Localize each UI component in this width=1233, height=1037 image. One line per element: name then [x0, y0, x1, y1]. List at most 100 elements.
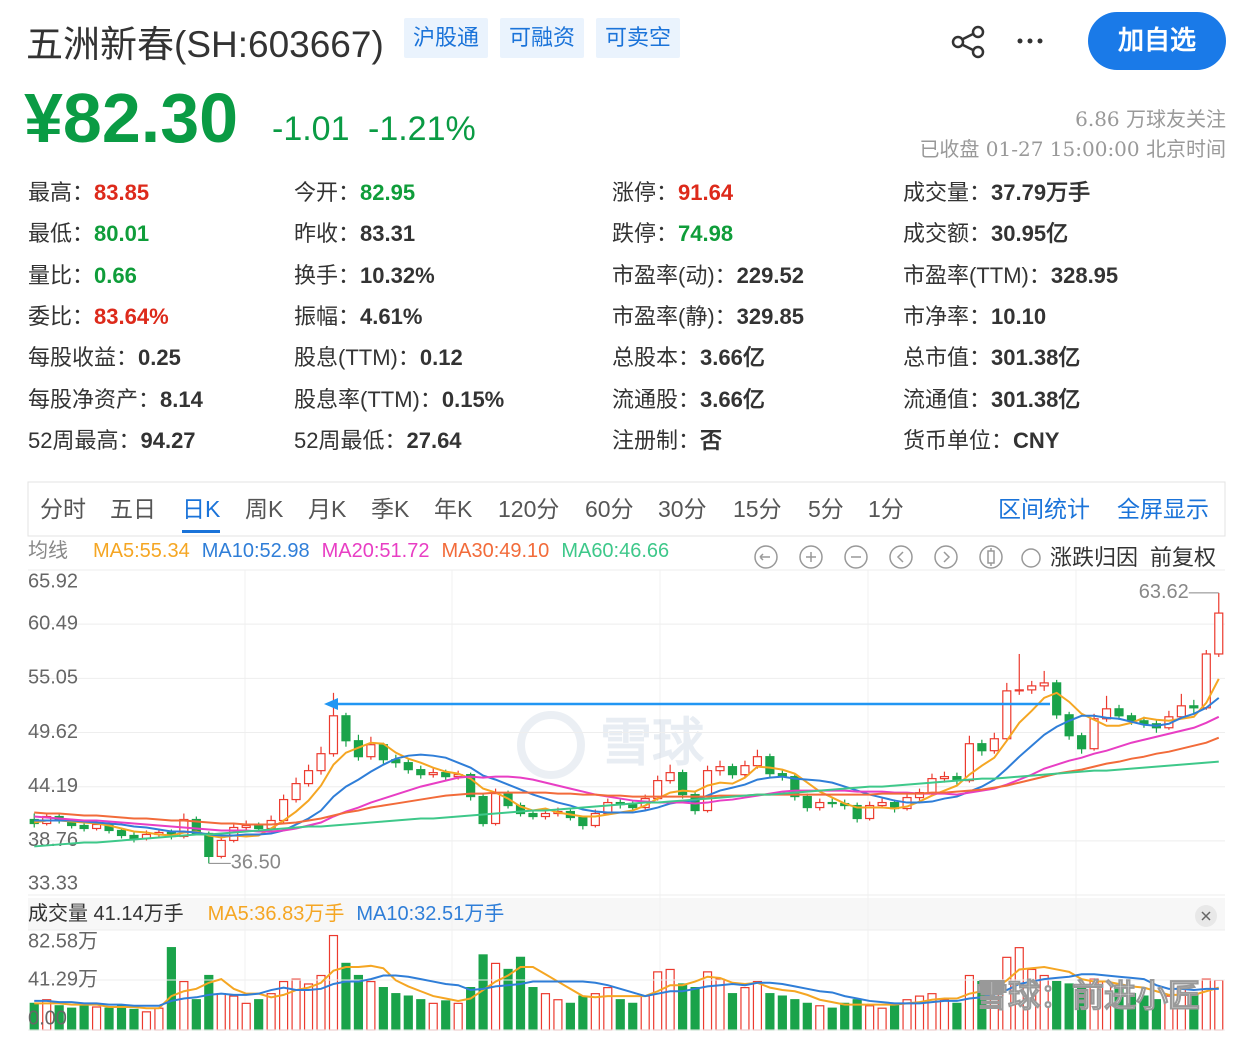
- candle-body: [328, 715, 339, 755]
- stat-value: 10.32%: [360, 262, 435, 288]
- tag[interactable]: 可卖空: [596, 18, 681, 58]
- candle-body: [116, 829, 127, 837]
- stat-label: 换手：: [294, 262, 361, 288]
- tab[interactable]: 周K: [245, 496, 284, 522]
- candle-body: [865, 804, 875, 820]
- stat-label: 注册制：: [612, 427, 701, 453]
- tool-icons[interactable]: [754, 545, 1041, 569]
- volume-bar: [129, 1008, 139, 1031]
- stat-label: 流通值：: [903, 386, 992, 412]
- stat-label: 最高：: [28, 180, 95, 205]
- volume-bar: [141, 1011, 152, 1031]
- stat: 股息率(TTM)：0.15%: [294, 385, 504, 415]
- volume-bar: [341, 962, 351, 1031]
- tab[interactable]: 1分: [868, 496, 904, 522]
- tab[interactable]: 日K: [182, 494, 221, 533]
- volume-bar: [1201, 978, 1211, 1031]
- volume-bar: [116, 1005, 127, 1031]
- tab-link[interactable]: 全屏显示: [1117, 496, 1209, 522]
- attribution-toggle[interactable]: 涨跌归因: [1050, 545, 1139, 570]
- volume-bar: [366, 980, 376, 1031]
- stat: 换手：10.32%: [294, 261, 435, 291]
- ma-line: [34, 715, 1220, 833]
- stat-label: 每股净资产：: [28, 386, 161, 412]
- stat: 量比：0.66: [28, 261, 137, 291]
- stat-value: 27.64: [406, 427, 462, 453]
- stat: 股息(TTM)：0.12: [294, 343, 463, 373]
- tab[interactable]: 120分: [498, 496, 560, 522]
- tag[interactable]: 沪股通: [404, 18, 489, 58]
- tag[interactable]: 可融资: [500, 18, 585, 58]
- add-button[interactable]: [1088, 12, 1226, 70]
- market-status: 已收盘 01-27 15:00:00 北京时间: [919, 137, 1226, 161]
- stat: 振幅：4.61%: [294, 302, 422, 332]
- stat-value: 0.66: [94, 262, 137, 288]
- candle-body: [129, 834, 139, 840]
- more-icon[interactable]: [1017, 38, 1043, 44]
- tab[interactable]: 分时: [40, 496, 86, 522]
- candle-body: [1126, 715, 1137, 722]
- volume-ma-line: [34, 964, 1220, 1010]
- stat-label: 股息(TTM)：: [294, 345, 420, 371]
- add-button-label[interactable]: 加自选: [1118, 25, 1196, 55]
- candle-body: [441, 772, 451, 778]
- tab-link[interactable]: 区间统计: [998, 496, 1090, 522]
- followers: 6.86 万球友关注: [1075, 107, 1226, 131]
- tab[interactable]: 5分: [808, 496, 844, 522]
- candle-body: [1039, 682, 1049, 687]
- legend-entry: MA10:52.98: [201, 540, 310, 562]
- stat: 总市值：301.38亿: [903, 343, 1080, 373]
- stat: 总股本：3.66亿: [612, 343, 765, 373]
- tab[interactable]: 30分: [658, 496, 707, 522]
- candle-body: [1089, 718, 1099, 750]
- min-label: 36.50: [231, 852, 281, 874]
- y-tick-label: 65.92: [28, 570, 78, 592]
- candle-body: [478, 795, 488, 825]
- volume-bar: [67, 1007, 77, 1031]
- volume-bar: [378, 987, 388, 1031]
- candle-body: [316, 753, 326, 772]
- stat-label: 跌停：: [612, 221, 679, 247]
- candle-body: [241, 824, 251, 829]
- share-icon[interactable]: [951, 25, 985, 59]
- volume-bar: [490, 962, 501, 1031]
- candle-body: [303, 770, 314, 785]
- candle-body: [727, 766, 738, 776]
- volume-bar: [391, 993, 401, 1031]
- stat-label: 总市值：: [903, 345, 992, 371]
- drawn-arrow: [324, 698, 1050, 710]
- volume-bar: [665, 968, 675, 1031]
- adjust-mode[interactable]: 前复权: [1150, 545, 1217, 570]
- candle-body: [715, 766, 725, 772]
- volume-bar: [191, 999, 201, 1031]
- ma-line: [34, 760, 1219, 848]
- volume-bar: [590, 993, 600, 1031]
- volume-bar: [603, 987, 613, 1031]
- candle-body: [802, 795, 812, 809]
- stat-value: 83.31: [360, 221, 416, 247]
- stat-label: 股息率(TTM)：: [294, 386, 442, 412]
- volume-bar: [241, 1002, 251, 1031]
- candle-body: [466, 774, 476, 798]
- stat-value: 否: [700, 427, 723, 453]
- volume-bar: [815, 1005, 825, 1031]
- tab[interactable]: 15分: [733, 496, 782, 522]
- tab[interactable]: 年K: [434, 496, 473, 522]
- stat: 52周最低：27.64: [294, 426, 462, 456]
- volume-title: 成交量 41.14万手: [28, 903, 184, 925]
- volume-bar: [254, 999, 264, 1031]
- close-button[interactable]: [1195, 905, 1217, 927]
- stat: 跌停：74.98: [612, 219, 733, 249]
- stat-label: 市盈率(动)：: [612, 262, 737, 288]
- stat-label: 委比：: [28, 303, 95, 329]
- tab[interactable]: 月K: [308, 496, 347, 522]
- tab[interactable]: 季K: [371, 496, 410, 522]
- candle-body: [366, 744, 376, 758]
- tab[interactable]: 五日: [110, 496, 156, 522]
- tab[interactable]: 60分: [585, 496, 634, 522]
- volume-ma-line: [34, 973, 1219, 1007]
- stat-label: 市盈率(TTM)：: [903, 262, 1051, 288]
- volume-bar: [466, 987, 476, 1031]
- stat: 昨收：83.31: [294, 219, 415, 249]
